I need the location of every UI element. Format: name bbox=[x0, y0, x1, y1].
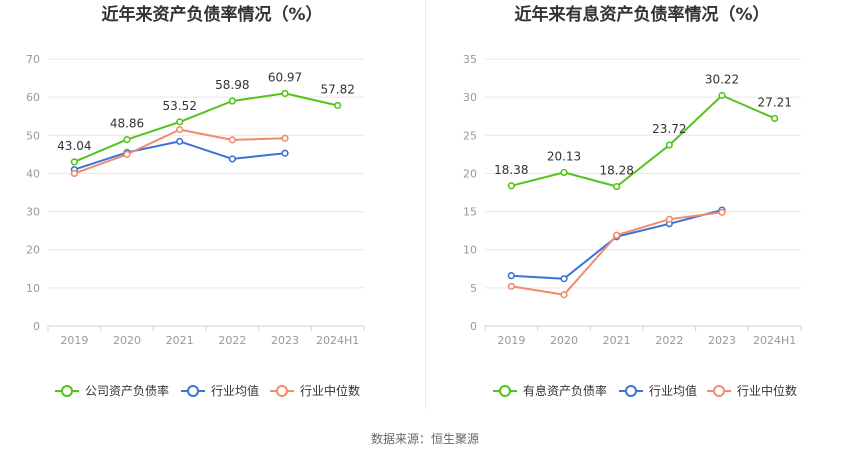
data-point bbox=[176, 125, 184, 134]
legend-marker bbox=[499, 385, 511, 397]
x-tick-label: 2021 bbox=[166, 334, 194, 347]
y-tick-label: 40 bbox=[26, 167, 40, 180]
data-label: 43.04 bbox=[57, 139, 91, 153]
data-point bbox=[70, 158, 78, 166]
source-note: 数据来源：恒生聚源 bbox=[370, 432, 479, 446]
data-label: 18.38 bbox=[494, 163, 528, 177]
data-label: 20.13 bbox=[547, 149, 581, 163]
data-point bbox=[613, 182, 621, 191]
data-point bbox=[228, 155, 236, 163]
y-tick-label: 35 bbox=[463, 53, 477, 66]
data-label: 58.98 bbox=[215, 78, 249, 92]
legend-item[interactable]: 行业中位数 bbox=[707, 383, 797, 398]
y-tick-label: 0 bbox=[33, 320, 40, 333]
data-point bbox=[507, 272, 515, 280]
data-label: 57.82 bbox=[320, 82, 354, 96]
data-point bbox=[123, 136, 131, 144]
data-label: 48.86 bbox=[110, 117, 144, 131]
data-point bbox=[718, 91, 726, 100]
legend-marker bbox=[187, 385, 199, 397]
data-point bbox=[281, 89, 289, 98]
legend-item[interactable]: 公司资产负债率 bbox=[55, 383, 169, 398]
chart-title: 近年来有息资产负债率情况（%） bbox=[514, 4, 769, 25]
data-point bbox=[665, 215, 673, 223]
data-label: 18.28 bbox=[599, 164, 633, 178]
data-point bbox=[560, 168, 568, 177]
data-point bbox=[507, 182, 515, 190]
y-tick-label: 50 bbox=[26, 129, 40, 142]
x-tick-label: 2024H1 bbox=[316, 334, 359, 347]
x-tick-label: 2024H1 bbox=[753, 334, 796, 347]
y-tick-label: 70 bbox=[26, 53, 40, 66]
y-tick-label: 5 bbox=[470, 282, 477, 295]
x-tick-label: 2023 bbox=[708, 334, 736, 347]
y-tick-label: 60 bbox=[26, 91, 40, 104]
legend-item[interactable]: 行业均值 bbox=[181, 383, 259, 398]
data-point bbox=[228, 97, 236, 105]
data-point bbox=[228, 136, 236, 144]
x-tick-label: 2022 bbox=[218, 334, 246, 347]
data-point bbox=[123, 150, 131, 158]
series-line-industry-avg bbox=[511, 209, 723, 280]
chart-title: 近年来资产负债率情况（%） bbox=[101, 4, 322, 25]
data-point bbox=[718, 208, 726, 216]
data-point bbox=[560, 275, 568, 283]
chart-divider bbox=[425, 0, 426, 410]
data-point bbox=[665, 141, 673, 149]
data-point bbox=[507, 282, 515, 290]
legend-label: 公司资产负债率 bbox=[85, 383, 169, 398]
series-line-company bbox=[73, 92, 338, 163]
legend-marker bbox=[625, 385, 637, 397]
y-tick-label: 10 bbox=[26, 282, 40, 295]
data-point bbox=[613, 231, 621, 239]
data-label: 30.22 bbox=[705, 72, 739, 86]
data-point bbox=[281, 134, 289, 142]
y-tick-label: 30 bbox=[463, 91, 477, 104]
legend-label: 行业均值 bbox=[649, 383, 697, 398]
legend-item[interactable]: 行业均值 bbox=[619, 383, 697, 398]
legend-item[interactable]: 行业中位数 bbox=[270, 383, 360, 398]
series-line-industry-avg bbox=[73, 140, 286, 171]
data-point bbox=[176, 137, 184, 145]
x-tick-label: 2021 bbox=[603, 334, 631, 347]
y-tick-label: 15 bbox=[463, 206, 477, 219]
data-point bbox=[70, 169, 78, 178]
x-tick-label: 2020 bbox=[550, 334, 578, 347]
legend-label: 行业中位数 bbox=[300, 383, 360, 398]
legend-marker bbox=[61, 385, 73, 397]
y-tick-label: 0 bbox=[470, 320, 477, 333]
data-label: 60.97 bbox=[268, 70, 302, 84]
data-label: 53.52 bbox=[162, 99, 196, 113]
data-point bbox=[771, 114, 779, 123]
x-tick-label: 2019 bbox=[60, 334, 88, 347]
y-tick-label: 30 bbox=[26, 206, 40, 219]
series-line-company bbox=[511, 94, 776, 188]
series-line-industry-median bbox=[511, 211, 723, 296]
data-point bbox=[176, 118, 184, 126]
y-tick-label: 20 bbox=[26, 244, 40, 257]
y-tick-label: 10 bbox=[463, 244, 477, 257]
x-tick-label: 2022 bbox=[655, 334, 683, 347]
data-point bbox=[281, 149, 289, 157]
legend-marker bbox=[713, 385, 725, 397]
data-point bbox=[560, 291, 568, 299]
data-label: 23.72 bbox=[652, 122, 686, 136]
data-point bbox=[334, 101, 342, 110]
legend-label: 行业中位数 bbox=[737, 383, 797, 398]
x-tick-label: 2020 bbox=[113, 334, 141, 347]
legend-marker bbox=[276, 385, 288, 397]
data-label: 27.21 bbox=[757, 95, 791, 109]
y-tick-label: 20 bbox=[463, 167, 477, 180]
legend-item[interactable]: 有息资产负债率 bbox=[493, 383, 607, 398]
series-line-industry-median bbox=[73, 128, 286, 175]
legend-label: 行业均值 bbox=[211, 383, 259, 398]
x-tick-label: 2023 bbox=[271, 334, 299, 347]
legend-label: 有息资产负债率 bbox=[523, 383, 607, 398]
y-tick-label: 25 bbox=[463, 129, 477, 142]
x-tick-label: 2019 bbox=[497, 334, 525, 347]
